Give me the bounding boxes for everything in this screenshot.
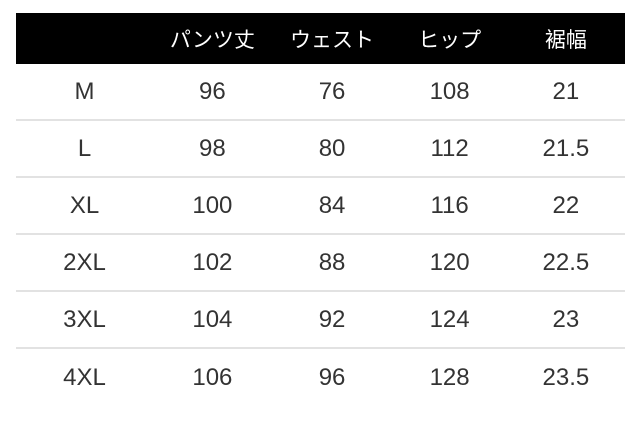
value-cell: 80	[318, 134, 346, 162]
value-cell: 96	[199, 77, 226, 105]
header-cell-hem-width: 裾幅	[544, 28, 587, 52]
value-cell: 22.5	[542, 248, 590, 276]
table-header-row: パンツ丈 ウェスト ヒップ 裾幅	[16, 13, 625, 64]
size-cell: XL	[69, 191, 100, 219]
header-cell-waist: ウェスト	[290, 28, 375, 52]
value-cell: 104	[192, 305, 233, 333]
value-cell: 21.5	[542, 134, 590, 162]
value-cell: 76	[318, 77, 346, 105]
header-cell-pants-length: パンツ丈	[169, 28, 255, 52]
value-cell: 23	[552, 305, 580, 333]
size-cell: M	[74, 77, 95, 105]
size-chart-table: パンツ丈 ウェスト ヒップ 裾幅 M 96 76 108 21 L 98 80 …	[16, 13, 625, 406]
value-cell: 106	[192, 363, 233, 391]
value-cell: 116	[430, 191, 469, 219]
table-row: 2XL 102 88 120 22.5	[16, 235, 625, 292]
value-cell: 21	[552, 77, 580, 105]
table-row: 4XL 106 96 128 23.5	[16, 349, 625, 406]
value-cell: 92	[318, 305, 346, 333]
table-row: XL 100 84 116 22	[16, 178, 625, 235]
header-cell-hip: ヒップ	[418, 28, 482, 52]
value-cell: 98	[199, 134, 226, 162]
value-cell: 23.5	[542, 363, 590, 391]
table-row: L 98 80 112 21.5	[16, 121, 625, 178]
value-cell: 22	[552, 191, 580, 219]
value-cell: 108	[429, 77, 470, 105]
value-cell: 124	[429, 305, 470, 333]
size-cell: 4XL	[63, 363, 106, 391]
size-cell: 3XL	[63, 305, 106, 333]
value-cell: 120	[429, 248, 470, 276]
value-cell: 102	[192, 248, 233, 276]
value-cell: 84	[318, 191, 346, 219]
size-cell: L	[77, 134, 92, 162]
table-row: M 96 76 108 21	[16, 64, 625, 121]
value-cell: 112	[430, 134, 469, 162]
table-row: 3XL 104 92 124 23	[16, 292, 625, 349]
size-cell: 2XL	[63, 248, 106, 276]
value-cell: 88	[318, 248, 346, 276]
value-cell: 96	[318, 363, 346, 391]
value-cell: 128	[429, 363, 470, 391]
value-cell: 100	[192, 191, 233, 219]
